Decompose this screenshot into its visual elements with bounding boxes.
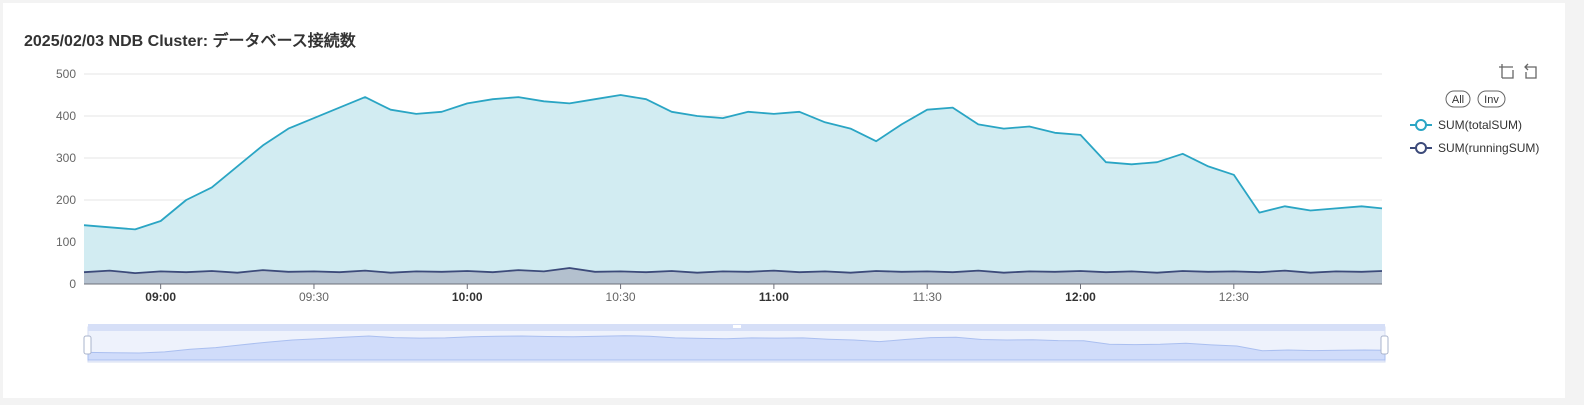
legend-label: SUM(runningSUM) <box>1438 141 1539 155</box>
y-axis: 0 100 200 300 400 500 <box>56 67 76 291</box>
x-tick-label: 09:30 <box>299 290 329 304</box>
legend-item-1[interactable]: SUM(runningSUM) <box>1410 141 1539 155</box>
y-tick-label: 300 <box>56 151 76 165</box>
series-area-0 <box>84 95 1382 284</box>
slider-left-handle[interactable] <box>83 335 92 355</box>
chart-title: 2025/02/03 NDB Cluster: データベース接続数 <box>24 33 356 50</box>
zoom-reset-icon[interactable] <box>1524 63 1537 79</box>
series-line-0 <box>83 94 1383 231</box>
x-tick-label: 10:30 <box>606 290 636 304</box>
x-tick-label: 09:00 <box>145 290 176 304</box>
series-line-1 <box>83 267 1383 274</box>
legend-inverse-button[interactable]: Inv <box>1477 90 1506 108</box>
y-tick-label: 400 <box>56 109 76 123</box>
data-zoom-icon[interactable] <box>1499 64 1514 79</box>
series-lines <box>83 94 1383 274</box>
y-tick-label: 500 <box>56 67 76 81</box>
slider-right-handle[interactable] <box>1380 335 1389 355</box>
legend-marker-icon <box>1415 142 1427 154</box>
data-zoom-slider[interactable] <box>83 324 1389 363</box>
x-tick-label: 12:00 <box>1065 290 1096 304</box>
y-tick-label: 0 <box>69 277 76 291</box>
legend-label: SUM(totalSUM) <box>1438 118 1522 132</box>
x-tick-label: 11:30 <box>913 290 942 304</box>
x-tick-label: 11:00 <box>759 290 789 304</box>
y-tick-label: 100 <box>56 235 76 249</box>
series-areas <box>84 95 1382 284</box>
legend-item-0[interactable]: SUM(totalSUM) <box>1410 118 1522 132</box>
legend-inv-label: Inv <box>1484 94 1499 106</box>
legend-select-all-button[interactable]: All <box>1445 90 1471 108</box>
legend: SUM(totalSUM) SUM(runningSUM) <box>1410 118 1539 155</box>
slider-grip[interactable] <box>733 325 741 328</box>
legend-marker-icon <box>1415 119 1427 131</box>
x-tick-label: 12:30 <box>1219 290 1249 304</box>
y-tick-label: 200 <box>56 193 76 207</box>
legend-all-label: All <box>1452 94 1464 106</box>
x-axis: 09:00 09:30 10:00 10:30 11:00 11:30 12:00 12:30 <box>145 284 1249 304</box>
x-tick-label: 10:00 <box>452 290 483 304</box>
slider-preview-area <box>87 335 1386 361</box>
